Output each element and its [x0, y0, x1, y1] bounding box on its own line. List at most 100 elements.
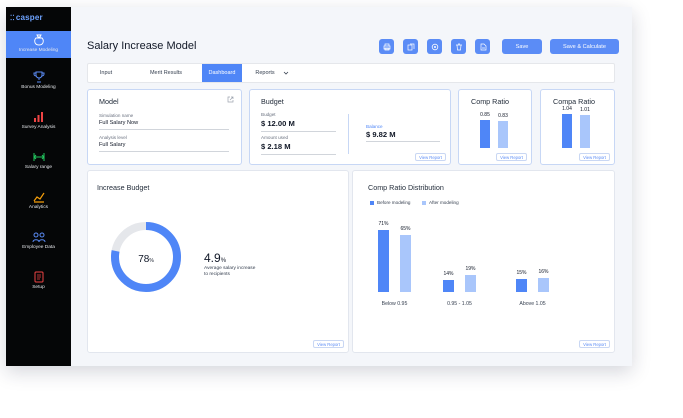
print-button[interactable]	[379, 39, 394, 54]
tab-reports[interactable]: Reports	[254, 64, 290, 82]
delete-button[interactable]	[451, 39, 466, 54]
sidebar-item-analytics[interactable]: Analytics	[6, 191, 71, 218]
tab-input[interactable]: Input	[99, 70, 113, 76]
avg-increase-stat: 4.9%	[204, 249, 226, 267]
delete-icon	[455, 43, 462, 50]
compa-ratio-card: Compa Ratio 1.04 1.01 View Report	[540, 89, 615, 165]
model-card-title: Model	[99, 97, 119, 106]
divider	[261, 154, 336, 155]
avg-increase-unit: %	[220, 258, 227, 264]
page-title: Salary Increase Model	[87, 40, 197, 52]
bar-value-label: 1.01	[580, 106, 590, 113]
sidebar-item-increase-modeling[interactable]: Increase Modeling	[6, 31, 71, 58]
money-bag-icon	[33, 34, 44, 46]
view-report-button[interactable]: View Report	[496, 153, 527, 161]
increase-budget-title: Increase Budget	[97, 183, 150, 192]
settings-icon	[431, 43, 438, 50]
people-icon	[32, 232, 45, 243]
donut-center-label: 78%	[108, 249, 184, 267]
range-icon	[32, 153, 45, 161]
sidebar-item-label: Survey Analysis	[21, 125, 56, 130]
view-report-button[interactable]: View Report	[579, 340, 610, 348]
bar-data-label: 19%	[465, 266, 476, 273]
bar-after	[580, 114, 590, 148]
sidebar-item-label: Bonus Modeling	[21, 85, 56, 90]
legend-after: After modeling	[422, 200, 459, 205]
view-report-button[interactable]: View Report	[313, 340, 344, 348]
simulation-name-value: Full Salary Now	[99, 120, 139, 126]
save-button[interactable]: Save	[502, 39, 542, 54]
donut-unit: %	[149, 258, 154, 264]
legend-before: Before modeling	[370, 200, 410, 205]
view-report-button[interactable]: View Report	[579, 153, 610, 161]
comp-ratio-card: Comp Ratio 0.85 0.83 View Report	[458, 89, 532, 165]
bar-data-label: 71%	[378, 220, 389, 227]
chevron-down-icon	[283, 71, 288, 75]
bar-before	[480, 120, 490, 148]
settings-button[interactable]	[427, 39, 442, 54]
divider	[99, 151, 229, 152]
setup-icon	[34, 271, 43, 283]
tab-dashboard[interactable]: Dashboard	[202, 64, 242, 82]
bar-value-label: 0.85	[480, 112, 490, 119]
bar-data-label: 16%	[538, 268, 549, 275]
divider-vertical	[348, 114, 349, 154]
model-card: Model Simulation name Full Salary Now An…	[87, 89, 242, 165]
sidebar-item-label: Setup	[32, 285, 45, 290]
bar-data-label: 65%	[400, 225, 411, 232]
balance-label: Balance	[366, 124, 383, 129]
sidebar-item-label: Employee Data	[22, 245, 55, 250]
legend-after-label: After modeling	[429, 200, 459, 205]
sidebar-item-employee-data[interactable]: Employee Data	[6, 231, 71, 258]
trophy-icon	[33, 71, 44, 83]
print-icon	[383, 43, 390, 50]
bar-after-modeling	[465, 275, 476, 292]
avg-increase-caption-2: to recipients	[204, 272, 230, 277]
logo-mark-icon: ⁚⁚	[10, 15, 15, 22]
divider	[261, 131, 336, 132]
amount-used-label: Amount used	[261, 135, 289, 140]
budget-donut-chart	[111, 222, 181, 292]
bar-chart-icon	[33, 112, 43, 122]
legend-swatch	[422, 200, 426, 205]
bar-after	[498, 120, 508, 148]
copy-icon	[407, 43, 414, 50]
x-axis-tick-label: Below 0.95	[381, 301, 408, 307]
x-axis-tick-label: 0.95 - 1.05	[447, 301, 472, 307]
view-report-button[interactable]: View Report	[415, 153, 446, 161]
tab-merit-results[interactable]: Merit Results	[149, 70, 183, 76]
balance-value: $ 9.82 M	[366, 130, 396, 139]
brand-logo[interactable]: ⁚⁚casper	[10, 13, 43, 22]
bar-after-modeling	[400, 234, 411, 292]
avg-increase-caption-1: Average salary increase	[204, 266, 256, 271]
sidebar-item-salary-range[interactable]: Salary range	[6, 151, 71, 178]
copy-button[interactable]	[403, 39, 418, 54]
tab-bar: Input Merit Results Dashboard Reports	[87, 63, 615, 83]
donut-percent: 78	[138, 254, 150, 265]
bar-before-modeling	[516, 278, 527, 292]
bar-before-modeling	[378, 229, 389, 292]
compa-ratio-title: Compa Ratio	[553, 97, 595, 106]
divider	[366, 141, 440, 142]
expand-icon[interactable]	[227, 96, 234, 103]
amount-used-value: $ 2.18 M	[261, 142, 291, 151]
budget-label: Budget	[261, 112, 276, 117]
sidebar-item-survey-analysis[interactable]: Survey Analysis	[6, 111, 71, 138]
bar-value-label: 0.83	[498, 112, 508, 119]
app-window: ⁚⁚casper Increase Modeling Bonus Modelin…	[6, 7, 632, 366]
save-calculate-button[interactable]: Save & Calculate	[550, 39, 619, 54]
export-button[interactable]	[475, 39, 490, 54]
sidebar-item-setup[interactable]: Setup	[6, 271, 71, 298]
analytics-icon	[33, 192, 44, 203]
bar-after-modeling	[538, 277, 549, 292]
bar-value-label: 1.04	[562, 105, 572, 112]
export-icon	[480, 43, 486, 50]
divider	[99, 129, 229, 130]
sidebar-item-label: Analytics	[28, 205, 49, 210]
tab-reports-label: Reports	[255, 70, 275, 76]
bar-before	[562, 113, 572, 148]
brand-name: casper	[15, 13, 43, 22]
main-content: Salary Increase Model Save Save & Calcul…	[71, 7, 632, 366]
sidebar-item-bonus-modeling[interactable]: Bonus Modeling	[6, 71, 71, 98]
comp-ratio-title: Comp Ratio	[471, 97, 509, 106]
